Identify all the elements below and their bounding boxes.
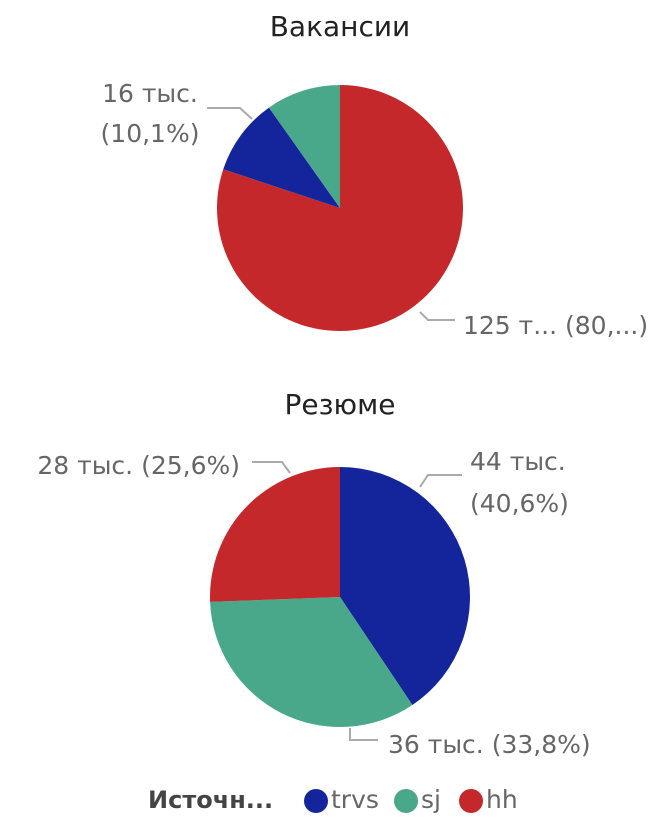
pie-slice [223, 107, 340, 208]
data-label: 125 т... (80,...) [463, 311, 648, 340]
legend-swatch [394, 789, 418, 813]
data-label: 44 тыс. [470, 447, 566, 476]
legend-swatch [304, 789, 328, 813]
data-label: (10,1%) [101, 119, 200, 148]
data-label: 16 тыс. [102, 79, 198, 108]
legend-title: Источн... [148, 786, 273, 814]
chart-title: Вакансии [270, 10, 411, 43]
legend-label: trvs [331, 785, 379, 814]
pie-slice [210, 597, 413, 727]
pie-slice [340, 467, 470, 705]
data-label: 36 тыс. (33,8%) [388, 730, 591, 759]
leader-line [252, 461, 291, 474]
pie-slice [268, 85, 340, 208]
pie-slice [209, 467, 340, 602]
leader-line [419, 311, 455, 321]
data-label: (40,6%) [470, 489, 569, 518]
legend-swatch [459, 789, 483, 813]
chart-title: Резюме [285, 388, 396, 421]
legend-label: sj [421, 785, 441, 814]
data-label: 28 тыс. (25,6%) [37, 451, 240, 480]
legend-label: hh [486, 785, 518, 814]
leader-line [419, 474, 462, 488]
leader-line [349, 728, 378, 741]
leader-line [207, 107, 253, 120]
